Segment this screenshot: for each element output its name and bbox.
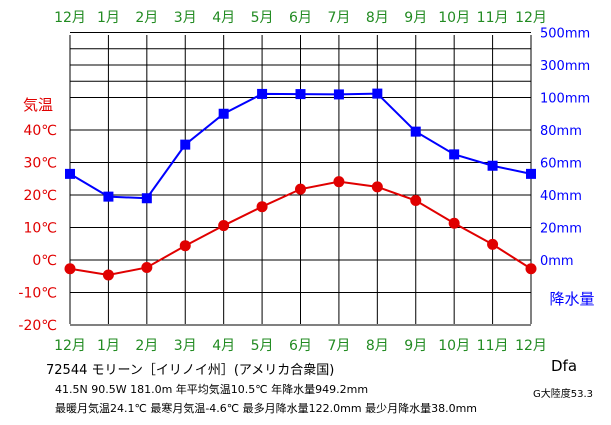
- continentality-index: G大陸度53.3: [533, 389, 594, 400]
- right-tick-label: 20mm: [540, 222, 582, 237]
- right-axis-ticks: 0mm 20mm 40mm 60mm 80mm 100mm 300mm 500mm: [540, 27, 590, 270]
- precipitation-marker: [257, 88, 268, 99]
- month-label-top: 1月: [97, 10, 120, 26]
- month-label-bottom: 12月: [515, 338, 547, 354]
- month-label-top: 12月: [54, 10, 86, 26]
- month-label-top: 8月: [366, 10, 389, 26]
- left-tick-label: -20℃: [18, 318, 57, 334]
- left-tick-label: -10℃: [18, 286, 57, 302]
- temperature-marker: [410, 195, 422, 207]
- right-axis-label: 降水量: [549, 290, 594, 308]
- month-label-top: 2月: [135, 10, 158, 26]
- temperature-marker: [525, 263, 537, 275]
- precipitation-marker: [526, 168, 536, 179]
- precipitation-marker: [487, 160, 498, 171]
- left-tick-label: 10℃: [23, 221, 57, 237]
- precipitation-marker: [180, 139, 191, 150]
- left-axis-ticks: -20℃ -10℃ 0℃ 10℃ 20℃ 30℃ 40℃: [18, 123, 57, 334]
- month-label-bottom: 7月: [327, 338, 350, 354]
- station-title: 72544 モリーン［イリノイ州］(アメリカ合衆国): [46, 363, 335, 378]
- temperature-marker: [448, 217, 460, 229]
- temperature-marker: [179, 240, 191, 252]
- month-label-bottom: 8月: [366, 338, 389, 354]
- right-tick-label: 40mm: [540, 189, 582, 204]
- left-axis-label: 気温: [23, 96, 53, 114]
- precipitation-marker: [372, 88, 383, 99]
- temperature-marker: [64, 263, 76, 275]
- left-tick-label: 30℃: [23, 156, 57, 172]
- temperature-marker: [256, 201, 268, 213]
- month-label-bottom: 4月: [212, 338, 235, 354]
- precipitation-marker: [141, 193, 152, 204]
- month-label-bottom: 9月: [404, 338, 427, 354]
- temperature-marker: [141, 261, 153, 273]
- temperature-marker: [371, 181, 383, 193]
- precipitation-marker: [333, 89, 344, 100]
- right-tick-label: 60mm: [540, 157, 582, 172]
- month-label-top: 9月: [404, 10, 427, 26]
- right-tick-label: 100mm: [540, 92, 590, 107]
- month-label-bottom: 11月: [477, 338, 509, 354]
- temperature-marker: [295, 183, 306, 195]
- grid: [69, 32, 532, 326]
- precipitation-marker: [65, 168, 75, 179]
- right-tick-label: 500mm: [540, 27, 590, 42]
- month-label-bottom: 6月: [289, 338, 312, 354]
- month-label-bottom: 3月: [174, 338, 197, 354]
- right-tick-label: 80mm: [540, 124, 582, 139]
- month-label-top: 3月: [174, 10, 197, 26]
- month-label-top: 4月: [212, 10, 235, 26]
- month-label-top: 5月: [251, 10, 274, 26]
- left-tick-label: 40℃: [23, 123, 57, 139]
- temperature-marker: [218, 220, 230, 232]
- right-tick-label: 300mm: [540, 59, 590, 74]
- precipitation-marker: [218, 108, 229, 119]
- left-tick-label: 20℃: [23, 188, 57, 204]
- climate-classification: Dfa: [551, 357, 578, 375]
- precipitation-marker: [295, 89, 306, 100]
- precipitation-marker: [410, 126, 421, 137]
- month-label-top: 12月: [515, 10, 547, 26]
- month-label-top: 11月: [477, 10, 509, 26]
- month-label-bottom: 5月: [251, 338, 274, 354]
- station-stats-line1: 41.5N 90.5W 181.0m 年平均気温10.5℃ 年降水量949.2m…: [55, 383, 369, 396]
- precipitation-marker: [103, 191, 114, 202]
- month-label-bottom: 1月: [97, 338, 120, 354]
- left-tick-label: 0℃: [32, 253, 57, 269]
- right-tick-label: 0mm: [540, 254, 574, 269]
- month-label-top: 10月: [438, 10, 470, 26]
- temperature-marker: [333, 176, 345, 188]
- month-label-bottom: 12月: [54, 338, 86, 354]
- month-label-top: 7月: [327, 10, 350, 26]
- temperature-marker: [487, 238, 499, 250]
- station-stats-line2: 最暖月気温24.1℃ 最寒月気温-4.6℃ 最多月降水量122.0mm 最少月降…: [55, 402, 477, 415]
- temperature-series: [64, 176, 537, 281]
- month-label-bottom: 2月: [135, 338, 158, 354]
- top-month-labels: 12月 1月 2月 3月 4月 5月 6月 7月 8月 9月 10月 11月 12月: [54, 10, 547, 26]
- bottom-month-labels: 12月 1月 2月 3月 4月 5月 6月 7月 8月 9月 10月 11月 12月: [54, 338, 547, 354]
- precipitation-series: [65, 88, 536, 204]
- month-label-top: 6月: [289, 10, 312, 26]
- precipitation-marker: [449, 149, 460, 160]
- temperature-marker: [102, 269, 114, 281]
- month-label-bottom: 10月: [438, 338, 470, 354]
